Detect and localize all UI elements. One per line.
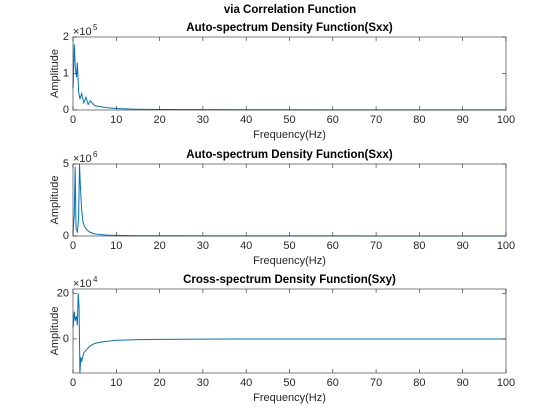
axes-background [73, 37, 506, 110]
x-tick-label: 40 [240, 240, 252, 252]
axes-title: Auto-spectrum Density Function(Sxx) [186, 22, 393, 34]
x-tick-label: 0 [70, 114, 76, 126]
y-tick-label: 0 [63, 104, 69, 116]
x-axis-label: Frequency(Hz) [253, 392, 326, 404]
x-tick-label: 90 [457, 114, 469, 126]
x-tick-label: 10 [110, 240, 122, 252]
y-tick-label: 5 [63, 158, 69, 170]
y-axis-label: Amplitude [49, 49, 61, 98]
x-axis-label: Frequency(Hz) [253, 255, 326, 267]
y-tick-label: 0 [63, 230, 69, 242]
x-tick-label: 60 [327, 377, 339, 389]
x-tick-label: 90 [457, 377, 469, 389]
axes-title: Auto-spectrum Density Function(Sxx) [186, 149, 393, 161]
axes-background [73, 164, 506, 236]
y-multiplier-exponent: 4 [93, 275, 98, 284]
figure-title: via Correlation Function [224, 4, 356, 16]
x-tick-label: 50 [283, 377, 295, 389]
y-multiplier-base: ×10 [73, 153, 92, 165]
x-tick-label: 90 [457, 240, 469, 252]
x-tick-label: 30 [197, 377, 209, 389]
x-tick-label: 70 [370, 114, 382, 126]
x-tick-label: 30 [197, 240, 209, 252]
x-tick-label: 30 [197, 114, 209, 126]
x-tick-label: 60 [327, 114, 339, 126]
x-tick-label: 40 [240, 377, 252, 389]
x-tick-label: 10 [110, 114, 122, 126]
axes-title: Cross-spectrum Density Function(Sxy) [183, 274, 396, 286]
x-tick-label: 0 [70, 377, 76, 389]
x-tick-label: 0 [70, 240, 76, 252]
x-tick-label: 70 [370, 240, 382, 252]
x-tick-label: 50 [283, 240, 295, 252]
y-tick-label: 20 [57, 287, 69, 299]
y-multiplier-base: ×10 [73, 26, 92, 38]
x-tick-label: 80 [413, 114, 425, 126]
y-tick-label: 2 [63, 31, 69, 43]
y-multiplier-exponent: 5 [93, 23, 98, 32]
x-tick-label: 80 [413, 240, 425, 252]
y-axis-label: Amplitude [49, 176, 61, 225]
x-tick-label: 20 [153, 240, 165, 252]
x-tick-label: 60 [327, 240, 339, 252]
y-tick-label: 0 [63, 333, 69, 345]
x-axis-label: Frequency(Hz) [253, 129, 326, 141]
x-tick-label: 100 [497, 377, 515, 389]
x-tick-label: 100 [497, 240, 515, 252]
x-tick-label: 50 [283, 114, 295, 126]
axes-background [73, 289, 506, 373]
y-tick-label: 1 [63, 67, 69, 79]
y-axis-label: Amplitude [49, 307, 61, 356]
x-tick-label: 80 [413, 377, 425, 389]
y-multiplier-exponent: 6 [93, 150, 98, 159]
x-tick-label: 70 [370, 377, 382, 389]
x-tick-label: 10 [110, 377, 122, 389]
x-tick-label: 20 [153, 114, 165, 126]
spectrum-line [72, 293, 506, 374]
y-multiplier-base: ×10 [73, 278, 92, 290]
x-tick-label: 100 [497, 114, 515, 126]
x-tick-label: 40 [240, 114, 252, 126]
x-tick-label: 20 [153, 377, 165, 389]
